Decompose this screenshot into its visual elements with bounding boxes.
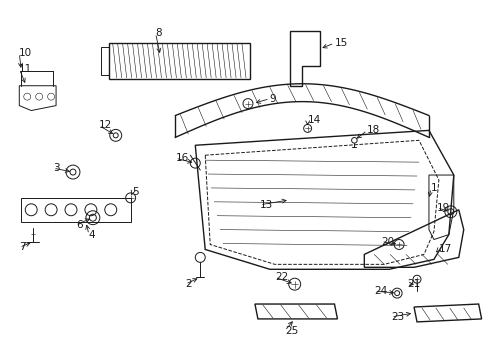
- Text: 16: 16: [175, 153, 188, 163]
- Text: 8: 8: [155, 28, 162, 38]
- Text: 13: 13: [260, 200, 273, 210]
- Text: 9: 9: [269, 94, 276, 104]
- Text: 1: 1: [430, 183, 437, 193]
- Text: 23: 23: [390, 312, 404, 322]
- Text: 14: 14: [307, 116, 320, 126]
- Text: 4: 4: [89, 230, 95, 239]
- Text: 22: 22: [274, 272, 287, 282]
- Text: 24: 24: [373, 286, 386, 296]
- Text: 11: 11: [19, 64, 33, 74]
- Text: 17: 17: [438, 244, 451, 255]
- Text: 20: 20: [381, 237, 393, 247]
- Text: 12: 12: [99, 121, 112, 130]
- Text: 2: 2: [185, 279, 192, 289]
- Text: 6: 6: [76, 220, 82, 230]
- Text: 19: 19: [436, 203, 449, 213]
- Text: 10: 10: [19, 48, 32, 58]
- Text: 18: 18: [366, 125, 380, 135]
- Text: 25: 25: [284, 326, 297, 336]
- Text: 3: 3: [53, 163, 60, 173]
- Text: 15: 15: [334, 38, 347, 48]
- Text: 5: 5: [132, 187, 139, 197]
- Text: 7: 7: [19, 243, 26, 252]
- Text: 21: 21: [406, 279, 420, 289]
